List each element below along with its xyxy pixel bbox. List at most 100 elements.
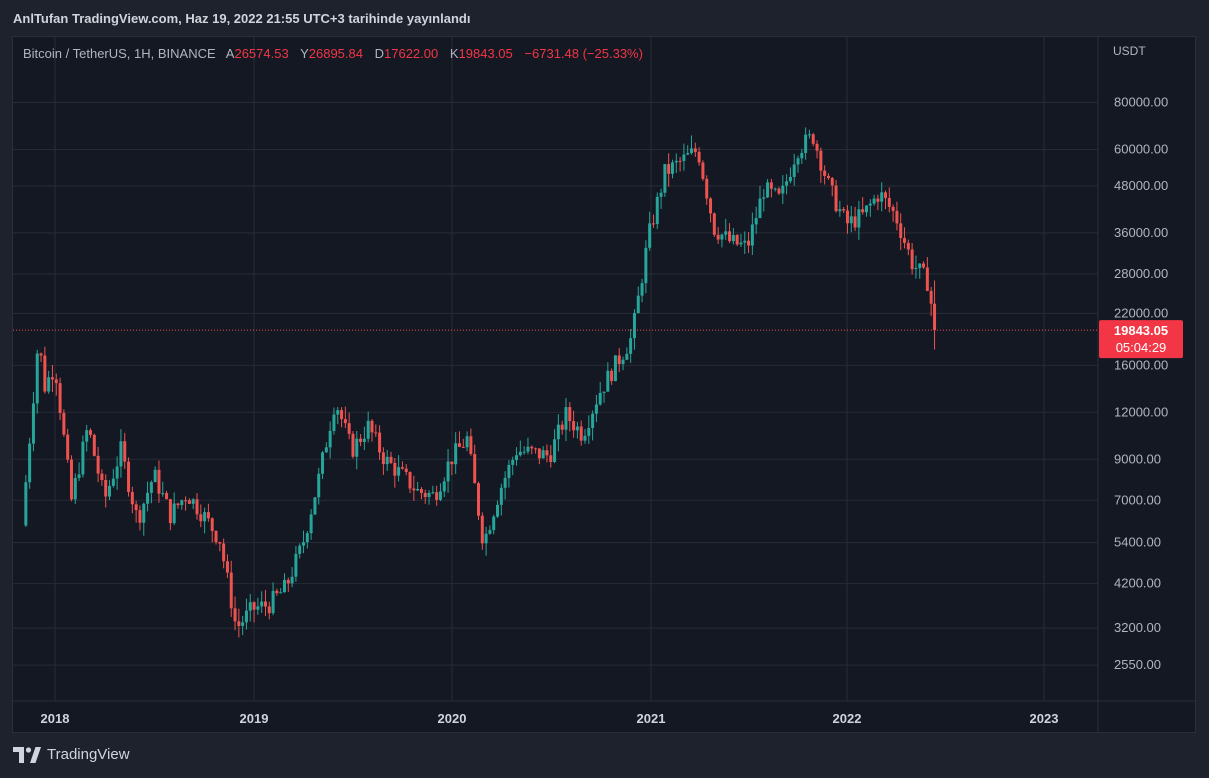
- candle: [564, 398, 568, 442]
- candle: [785, 174, 789, 195]
- candle: [659, 188, 663, 209]
- price-tick-label: 7000.00: [1114, 492, 1161, 507]
- candle: [73, 473, 77, 504]
- chart-panel[interactable]: USDT 80000.00 60000.00 48000.00 36000.00 2800…: [12, 36, 1196, 733]
- price-tick-label: 60000.00: [1114, 142, 1168, 157]
- candle: [845, 205, 849, 234]
- candle: [24, 474, 28, 527]
- candle: [457, 431, 461, 448]
- price-axis: USDT 80000.00 60000.00 48000.00 36000.00 2800…: [1113, 44, 1168, 672]
- candle: [317, 467, 321, 505]
- candle: [682, 143, 686, 171]
- candle: [225, 554, 229, 579]
- open-value: 26574.53: [234, 46, 289, 61]
- candle-latest: [933, 280, 937, 350]
- candle: [302, 530, 306, 554]
- symbol-name[interactable]: Bitcoin / TetherUS, 1H, BINANCE: [23, 46, 216, 61]
- price-tick-label: 22000.00: [1114, 305, 1168, 320]
- candle: [499, 483, 503, 516]
- candle: [252, 601, 256, 623]
- currency-label: USDT: [1113, 44, 1146, 58]
- price-tick-label: 9000.00: [1114, 451, 1161, 466]
- candle: [663, 164, 667, 197]
- year-tick-label: 2021: [637, 711, 666, 726]
- candle: [522, 446, 526, 455]
- price-tick-label: 2550.00: [1114, 657, 1161, 672]
- symbol-legend[interactable]: Bitcoin / TetherUS, 1H, BINANCE A26574.5…: [23, 46, 651, 61]
- candle: [838, 200, 842, 217]
- candle: [370, 419, 374, 442]
- candle: [690, 135, 694, 155]
- candle: [880, 182, 884, 212]
- candle: [313, 496, 317, 516]
- candle: [404, 464, 408, 476]
- year-tick-label: 2019: [240, 711, 269, 726]
- candle: [629, 328, 633, 363]
- candle: [58, 377, 62, 421]
- candle: [674, 153, 678, 174]
- candle: [731, 228, 735, 245]
- candle-series: [24, 127, 937, 638]
- candle: [241, 615, 245, 636]
- candle: [910, 243, 914, 275]
- candle: [640, 278, 644, 303]
- candle: [872, 194, 876, 206]
- candle: [195, 493, 199, 520]
- candle: [518, 440, 522, 457]
- candle: [442, 477, 446, 498]
- candle: [747, 232, 751, 254]
- price-tick-label: 16000.00: [1114, 357, 1168, 372]
- candle: [218, 541, 222, 552]
- candle: [670, 159, 674, 179]
- candle: [81, 435, 85, 478]
- candle: [248, 593, 252, 622]
- close-label: K: [449, 46, 459, 61]
- candle: [922, 261, 926, 270]
- time-axis: 2018 2019 2020 2021 2022 2023: [41, 711, 1059, 726]
- candle: [123, 432, 127, 469]
- tradingview-footer[interactable]: TradingView: [13, 746, 130, 763]
- candle: [172, 492, 176, 526]
- candle: [830, 176, 834, 197]
- candle: [864, 205, 868, 217]
- candle: [701, 160, 705, 181]
- candle: [397, 455, 401, 482]
- candle: [290, 567, 294, 588]
- candle: [366, 411, 370, 443]
- candle: [260, 591, 264, 613]
- candle: [648, 211, 652, 251]
- candle: [408, 471, 412, 494]
- candle: [347, 412, 351, 440]
- candle: [796, 155, 800, 173]
- candle: [857, 200, 861, 241]
- candle: [545, 444, 549, 463]
- candle: [849, 205, 853, 233]
- candle: [438, 483, 442, 502]
- candle: [724, 218, 728, 240]
- candle: [187, 498, 191, 504]
- candle: [35, 349, 39, 414]
- close-value: 19843.05: [458, 46, 513, 61]
- candle: [716, 227, 720, 244]
- candle: [393, 458, 397, 488]
- candle: [914, 255, 918, 279]
- candle: [834, 180, 838, 213]
- candle: [168, 498, 172, 531]
- candle: [298, 543, 302, 559]
- candle: [594, 395, 598, 423]
- brand-name[interactable]: TradingView: [47, 746, 130, 763]
- candle: [119, 429, 123, 478]
- candle: [705, 175, 709, 205]
- candle: [161, 481, 165, 497]
- candle: [534, 447, 538, 454]
- candle: [480, 512, 484, 550]
- candle: [899, 213, 903, 251]
- candle: [77, 462, 81, 482]
- grid-lines: [13, 37, 1195, 732]
- candle: [43, 346, 47, 394]
- candle: [305, 531, 309, 549]
- candlestick-chart[interactable]: USDT 80000.00 60000.00 48000.00 36000.00 2800…: [13, 37, 1195, 732]
- candle: [244, 598, 248, 630]
- candle: [807, 129, 811, 139]
- candle: [343, 406, 347, 429]
